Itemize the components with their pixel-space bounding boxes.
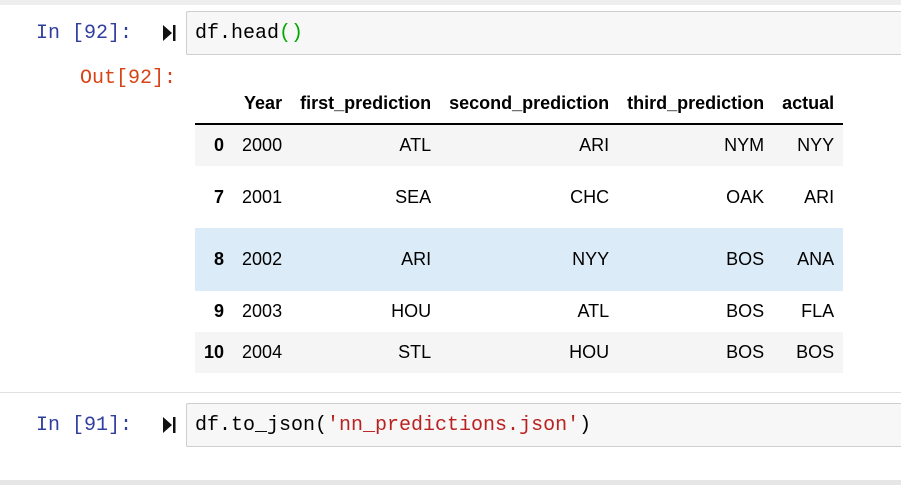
code-string: 'nn_predictions.json' [327, 414, 580, 437]
index-header [195, 83, 234, 125]
cell-third-prediction: BOS [726, 342, 765, 362]
cell-second-prediction: ATL [577, 301, 610, 321]
cell-year: 2001 [242, 186, 283, 207]
run-cell-icon[interactable] [162, 416, 176, 434]
run-cell-icon[interactable] [162, 24, 176, 42]
code-function: df.to_json( [195, 414, 328, 437]
code-open-paren: ( [279, 22, 292, 45]
code-close-paren: ) [291, 22, 304, 45]
cell-year: 2003 [242, 301, 283, 321]
column-header-first-prediction: first_prediction [291, 83, 441, 125]
cell-second-prediction: CHC [570, 186, 610, 207]
output-prompt: Out[92]: [80, 67, 177, 90]
row-index: 8 [214, 249, 225, 269]
table-row: 8 2002 ARI NYY BOS ANA [195, 228, 844, 291]
table-row: 10 2004 STL HOU BOS BOS [195, 332, 844, 373]
code-text: df.head() [195, 22, 303, 45]
row-index: 10 [204, 342, 225, 362]
column-header-year: Year [233, 83, 292, 125]
cell-year: 2002 [242, 249, 283, 269]
table-header-row: Year first_prediction second_prediction … [195, 83, 844, 125]
cell-second-prediction: HOU [569, 342, 610, 362]
cell-first-prediction: ATL [399, 135, 432, 155]
cell-first-prediction: SEA [395, 186, 432, 207]
table-row: 0 2000 ATL ARI NYM NYY [195, 124, 844, 166]
row-index: 7 [214, 186, 225, 207]
cell-third-prediction: BOS [726, 301, 765, 321]
cell-second-prediction: NYY [572, 249, 610, 269]
cell-actual: BOS [796, 342, 835, 362]
column-header-actual: actual [773, 83, 844, 125]
code-function: df.head [195, 22, 280, 45]
cell-first-prediction: HOU [391, 301, 432, 321]
cell-third-prediction: OAK [726, 186, 765, 207]
cell-actual: NYY [797, 135, 835, 155]
bottom-divider [0, 480, 901, 485]
cell-second-prediction: ARI [579, 135, 610, 155]
cell-first-prediction: ARI [401, 249, 432, 269]
column-header-third-prediction: third_prediction [618, 83, 774, 125]
code-input[interactable]: df.to_json('nn_predictions.json') [186, 403, 901, 447]
input-prompt: In [92]: [36, 22, 133, 45]
input-prompt: In [91]: [36, 414, 133, 437]
cell-third-prediction: BOS [726, 249, 765, 269]
cell-third-prediction: NYM [724, 135, 765, 155]
dataframe-table: Year first_prediction second_prediction … [195, 83, 844, 373]
row-index: 0 [214, 135, 225, 155]
cell-divider [0, 392, 901, 393]
table-row: 9 2003 HOU ATL BOS FLA [195, 291, 844, 332]
cell-actual: FLA [801, 301, 835, 321]
cell-year: 2004 [242, 342, 283, 362]
cell-actual: ANA [797, 249, 835, 269]
code-input[interactable]: df.head() [186, 11, 901, 55]
top-divider [0, 0, 901, 5]
code-close-paren: ) [579, 414, 592, 437]
cell-year: 2000 [242, 135, 283, 155]
table-row: 7 2001 SEA CHC OAK ARI [195, 166, 844, 228]
column-header-second-prediction: second_prediction [440, 83, 619, 125]
cell-first-prediction: STL [398, 342, 432, 362]
row-index: 9 [214, 301, 225, 321]
code-text: df.to_json('nn_predictions.json') [195, 414, 591, 437]
cell-actual: ARI [804, 186, 835, 207]
